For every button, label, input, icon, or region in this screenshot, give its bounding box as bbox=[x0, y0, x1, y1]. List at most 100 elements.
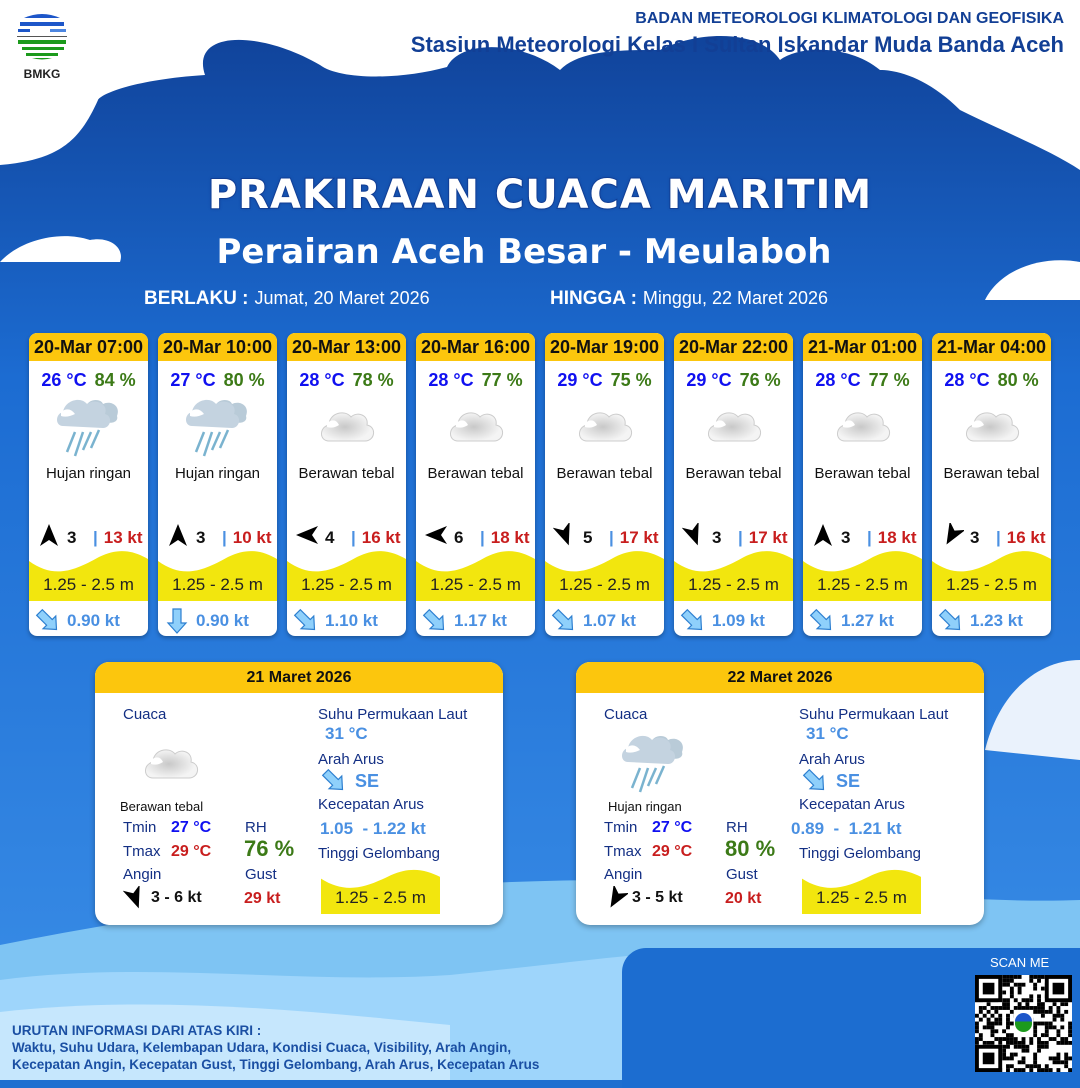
rh-value: 80 % bbox=[725, 836, 776, 861]
footer-heading: URUTAN INFORMASI DARI ATAS KIRI : bbox=[12, 1023, 262, 1038]
air-temperature: 29 °C bbox=[686, 370, 732, 390]
current-speed: 0.90 kt bbox=[196, 611, 249, 630]
forecast-card: 20-Mar 13:00 28 °C 78 % Berawan tebal 4 |… bbox=[287, 333, 406, 636]
forecast-time: 20-Mar 16:00 bbox=[416, 333, 535, 361]
wave-icon bbox=[29, 551, 148, 601]
current-speed-value: 0.89 - 1.21 kt bbox=[791, 819, 902, 838]
tmax-label: Tmax bbox=[604, 843, 642, 860]
current-direction-icon bbox=[166, 608, 188, 634]
gust-speed: 16 kt bbox=[1006, 527, 1046, 547]
current-speed: 1.10 kt bbox=[325, 611, 378, 630]
forecast-time: 20-Mar 10:00 bbox=[158, 333, 277, 361]
wind-direction-icon bbox=[552, 521, 570, 546]
wave-height: 1.25 - 2.5 m bbox=[430, 575, 521, 594]
org-name: BADAN METEOROLOGI KLIMATOLOGI DAN GEOFIS… bbox=[635, 10, 1064, 27]
cloudy-icon bbox=[707, 412, 761, 442]
gust-speed: 13 kt bbox=[103, 527, 143, 547]
forecast-time: 20-Mar 19:00 bbox=[545, 333, 664, 361]
forecast-card: 20-Mar 10:00 27 °C 80 % Hujan ringan 3 | … bbox=[158, 333, 277, 636]
current-speed: 1.27 kt bbox=[841, 611, 894, 630]
air-temperature: 27 °C bbox=[170, 370, 216, 390]
wind-label: Angin bbox=[123, 866, 162, 883]
current-speed: 1.07 kt bbox=[583, 611, 636, 630]
wind-speed: 3 bbox=[67, 527, 77, 547]
current-direction-icon bbox=[802, 768, 825, 791]
current-direction-label: Arah Arus bbox=[799, 751, 865, 768]
humidity: 77 % bbox=[868, 370, 910, 390]
wind-direction-icon bbox=[681, 521, 699, 546]
wave-icon bbox=[803, 551, 922, 601]
tmin-label: Tmin bbox=[123, 819, 157, 836]
gust-label: Gust bbox=[245, 866, 277, 883]
wave-height: 1.25 - 2.5 m bbox=[43, 575, 134, 594]
forecast-time: 20-Mar 07:00 bbox=[29, 333, 148, 361]
gust-speed: 10 kt bbox=[232, 527, 272, 547]
tmin-value: 27 °C bbox=[171, 819, 212, 836]
wave-icon bbox=[416, 551, 535, 601]
light-rain-icon bbox=[56, 399, 118, 457]
wind-direction-icon bbox=[40, 524, 58, 546]
footer-line-2: Kecepatan Angin, Kecepatan Gust, Tinggi … bbox=[12, 1057, 540, 1072]
footer-info: URUTAN INFORMASI DARI ATAS KIRI : Waktu,… bbox=[12, 1022, 539, 1073]
current-direction-icon bbox=[321, 768, 344, 791]
sst-value: 31 °C bbox=[325, 724, 368, 743]
forecast-time: 21-Mar 04:00 bbox=[932, 333, 1051, 361]
sst-value: 31 °C bbox=[806, 724, 849, 743]
weather-condition: Berawan tebal bbox=[814, 465, 911, 482]
weather-condition: Hujan ringan bbox=[45, 465, 132, 482]
separator: | bbox=[222, 527, 227, 547]
separator: | bbox=[351, 527, 356, 547]
tmax-value: 29 °C bbox=[171, 843, 212, 860]
gust-speed: 16 kt bbox=[361, 527, 401, 547]
valid-from-label: BERLAKU : bbox=[144, 288, 249, 309]
daily-date: 22 Maret 2026 bbox=[576, 662, 984, 693]
wave-height-label: Tinggi Gelombang bbox=[799, 845, 922, 862]
wave-height: 1.25 - 2.5 m bbox=[816, 888, 907, 907]
humidity: 78 % bbox=[352, 370, 394, 390]
weather-condition: Hujan ringan bbox=[174, 465, 261, 482]
bmkg-logo: BMKG bbox=[14, 12, 70, 81]
separator: | bbox=[609, 527, 614, 547]
current-speed: 1.23 kt bbox=[970, 611, 1023, 630]
forecast-time: 20-Mar 22:00 bbox=[674, 333, 793, 361]
wave-icon bbox=[802, 869, 921, 914]
rh-label: RH bbox=[726, 819, 748, 836]
wave-icon bbox=[674, 551, 793, 601]
gust-value: 29 kt bbox=[244, 890, 281, 907]
cloudy-icon bbox=[449, 412, 503, 442]
forecast-card: 20-Mar 22:00 29 °C 76 % Berawan tebal 3 |… bbox=[674, 333, 793, 636]
forecast-time: 20-Mar 13:00 bbox=[287, 333, 406, 361]
air-temperature: 28 °C bbox=[299, 370, 345, 390]
wave-height: 1.25 - 2.5 m bbox=[335, 888, 426, 907]
tmax-value: 29 °C bbox=[652, 843, 693, 860]
valid-from: BERLAKU : Jumat, 20 Maret 2026 bbox=[144, 288, 430, 310]
current-direction-icon bbox=[293, 608, 316, 631]
wave-icon bbox=[158, 551, 277, 601]
humidity: 75 % bbox=[610, 370, 652, 390]
air-temperature: 28 °C bbox=[815, 370, 861, 390]
air-temperature: 26 °C bbox=[41, 370, 87, 390]
weather-condition: Berawan tebal bbox=[556, 465, 653, 482]
cloudy-icon bbox=[578, 412, 632, 442]
forecast-time: 21-Mar 01:00 bbox=[803, 333, 922, 361]
sst-label: Suhu Permukaan Laut bbox=[799, 706, 949, 723]
wave-height-label: Tinggi Gelombang bbox=[318, 845, 441, 862]
wave-icon bbox=[545, 551, 664, 601]
humidity: 76 % bbox=[739, 370, 781, 390]
wave-height: 1.25 - 2.5 m bbox=[301, 575, 392, 594]
gust-speed: 18 kt bbox=[490, 527, 530, 547]
wind-direction-icon bbox=[610, 886, 628, 908]
wave-icon bbox=[321, 869, 440, 914]
wind-speed: 4 bbox=[325, 527, 335, 547]
tmax-label: Tmax bbox=[123, 843, 161, 860]
weather-condition: Berawan tebal bbox=[427, 465, 524, 482]
wind-speed: 6 bbox=[454, 527, 464, 547]
current-speed: 1.09 kt bbox=[712, 611, 765, 630]
wave-height: 1.25 - 2.5 m bbox=[946, 575, 1037, 594]
qr-code[interactable] bbox=[975, 975, 1072, 1072]
separator: | bbox=[93, 527, 98, 547]
light-rain-icon bbox=[185, 399, 247, 457]
wind-speed: 3 bbox=[712, 527, 722, 547]
scan-me-label: SCAN ME bbox=[990, 955, 1050, 970]
air-temperature: 28 °C bbox=[428, 370, 474, 390]
